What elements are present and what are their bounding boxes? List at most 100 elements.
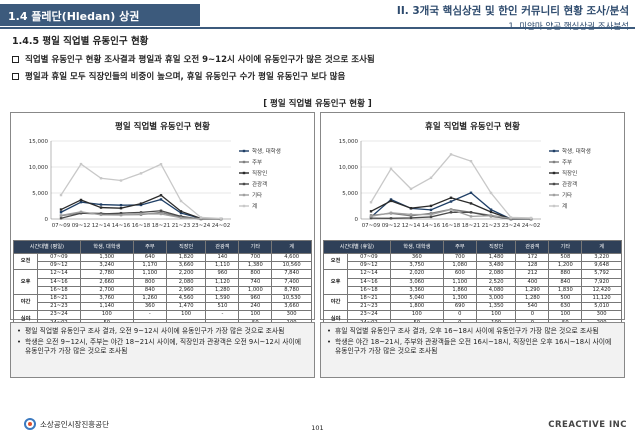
- legend-marker: [242, 149, 246, 153]
- table-row: 오전 07~09 1,300 640 1,820 140 700 4,600: [12, 252, 312, 271]
- weekday-notes: 평일 직업별 유동인구 조사 결과, 오전 9~12시 사이에 유동인구가 가장…: [10, 322, 315, 378]
- table-cell: 5,010: [581, 302, 622, 312]
- table-cell: 1,170: [132, 261, 167, 271]
- col-header: 주부: [442, 240, 477, 254]
- table-cell: 300: [581, 310, 622, 320]
- table-cell: 12~14: [347, 269, 391, 279]
- data-point: [99, 213, 103, 217]
- subsection-title: 1.4.5 평일 직업별 유동인구 현황: [12, 36, 149, 47]
- chapter-title: II. 3개국 핵심상권 및 한인 커뮤니티 현황 조사/분석: [396, 5, 629, 17]
- note-item: 학생은 오전 9~12시, 주부는 야간 18~21시 사이에, 직장인과 관광…: [17, 338, 308, 356]
- table-cell: 2,780: [79, 269, 134, 279]
- table-cell: 3,060: [389, 277, 444, 287]
- data-point: [369, 215, 373, 218]
- data-point: [119, 206, 123, 210]
- table-cell: 1,110: [205, 261, 240, 271]
- x-tick-label: 14~16: [112, 223, 131, 229]
- table-row: 09~12 3,240 1,170 3,660 1,110 1,380 10,560: [14, 261, 312, 271]
- header-section-title: 1.4 플레단(Hledan) 상권: [0, 4, 200, 26]
- table-cell: 07~09: [37, 252, 81, 263]
- table-cell: 7,840: [271, 269, 312, 279]
- legend-marker: [242, 160, 246, 164]
- time-group-cell: 야간: [322, 293, 349, 312]
- y-tick-label: 0: [45, 217, 49, 223]
- x-tick-label: 07~09: [362, 223, 381, 229]
- data-point: [369, 216, 373, 220]
- x-tick-label: 12~14: [92, 223, 111, 229]
- legend-label: 주부: [252, 159, 262, 166]
- note-item: 휴일 직업별 유동인구 조사 결과, 오후 16~18시 사이에 유동인구가 가…: [327, 327, 618, 336]
- bullet-text: 평일과 휴일 모두 직장인들의 비중이 높으며, 휴일 유동인구 수가 평일 유…: [25, 72, 346, 82]
- table-cell: 7,920: [581, 277, 622, 287]
- note-item: 학생은 야간 18~21시, 주부와 관광객들은 오전 16시~18시, 직장인…: [327, 338, 618, 356]
- table-cell: 9,648: [581, 261, 622, 271]
- data-point: [59, 217, 63, 220]
- table-cell: 1,380: [238, 261, 273, 271]
- col-header: 기타: [238, 240, 273, 254]
- x-tick-label: 12~14: [402, 223, 421, 229]
- table-cell: 11,120: [581, 293, 622, 304]
- y-tick-label: 5,000: [32, 191, 48, 197]
- table-cell: 510: [205, 302, 240, 312]
- table-cell: 800: [132, 277, 167, 287]
- table-cell: 0: [442, 310, 477, 320]
- data-point: [139, 203, 143, 207]
- legend-label: 계: [252, 202, 257, 210]
- table-cell: 212: [515, 269, 550, 279]
- table-row: 16~18 2,700 840 2,960 1,280 1,000 8,780: [14, 285, 312, 295]
- table-row: 오전 07~09 360 700 1,480 172 508 3,220: [322, 252, 622, 271]
- table-cell: 21~23: [347, 302, 391, 312]
- data-point: [99, 177, 103, 180]
- table-cell: 172: [515, 252, 550, 263]
- time-group-cell: 오후: [12, 269, 39, 295]
- table-cell: 960: [238, 293, 273, 304]
- x-tick-label: 21~23: [172, 223, 191, 229]
- data-point: [389, 167, 393, 171]
- data-point: [179, 215, 183, 218]
- data-point: [179, 210, 183, 213]
- bullet-1: 직업별 유동인구 현황 조사결과 평일과 휴일 오전 9~12시 사이에 유동인…: [12, 53, 375, 65]
- table-cell: 4,560: [165, 293, 207, 304]
- time-group-cell: 오전: [322, 252, 349, 271]
- square-bullet-icon: [12, 72, 19, 80]
- x-tick-label: 18~21: [152, 223, 171, 229]
- table-cell: 740: [238, 277, 273, 287]
- data-point: [489, 210, 493, 214]
- table-cell: 3,750: [389, 261, 444, 271]
- note-item: 평일 직업별 유동인구 조사 결과, 오전 9~12시 사이에 유동인구가 가장…: [17, 327, 308, 336]
- table-cell: 1,860: [442, 285, 477, 295]
- data-point: [469, 159, 473, 163]
- col-header: 학생, 대학생: [389, 240, 444, 254]
- x-tick-label: 09~12: [382, 223, 401, 229]
- col-header: 직장인: [165, 240, 207, 254]
- table-cell: 3,360: [389, 285, 444, 295]
- footer-org: 소상공인시장진흥공단: [24, 418, 109, 430]
- weekday-chart-svg: 15,000 10,000 5,000 007~09 09~12 12~14 14~16 16…: [29, 139, 281, 229]
- table-cell: 12,420: [581, 285, 622, 295]
- table-cell: 3,000: [475, 293, 517, 304]
- data-point: [369, 210, 373, 213]
- legend-marker: [242, 204, 246, 208]
- time-group-cell: 오전: [12, 252, 39, 271]
- data-point: [139, 172, 143, 175]
- table-cell: 360: [389, 252, 444, 263]
- table-cell: 960: [205, 269, 240, 279]
- y-tick-label: 5,000: [342, 191, 358, 197]
- table-cell: 4,600: [271, 252, 312, 263]
- col-header: 시간대별 (평일): [13, 240, 81, 254]
- data-point: [489, 208, 493, 211]
- data-point: [429, 208, 433, 212]
- bullet-2: 평일과 휴일 모두 직장인들의 비중이 높으며, 휴일 유동인구 수가 평일 유…: [12, 70, 345, 82]
- table-cell: 3,660: [271, 302, 312, 312]
- data-point: [469, 202, 473, 205]
- org-name: 소상공인시장진흥공단: [40, 419, 109, 429]
- col-header: 계: [271, 240, 312, 254]
- y-tick-label: 10,000: [339, 165, 359, 171]
- table-cell: 3,220: [581, 252, 622, 263]
- table-cell: 640: [132, 252, 167, 263]
- data-point: [59, 211, 63, 214]
- data-point: [429, 204, 433, 208]
- table-cell: -: [205, 310, 240, 320]
- table-header-row: 시간대별 (휴일) 학생, 대학생 주부 직장인 관광객 기타 계: [323, 240, 622, 254]
- table-cell: 690: [442, 302, 477, 312]
